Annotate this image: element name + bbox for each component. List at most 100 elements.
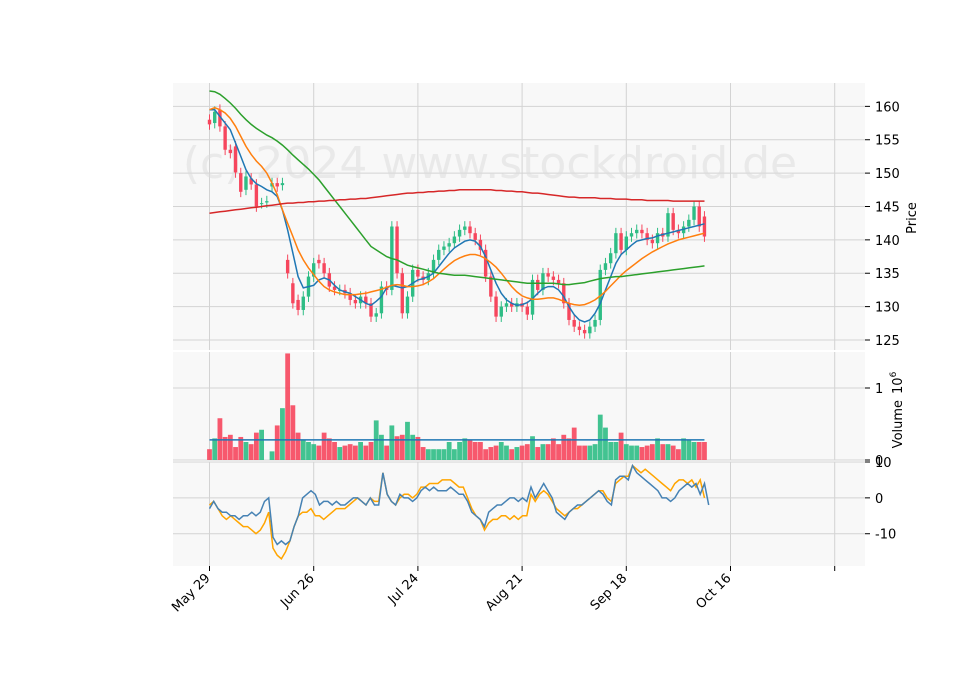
volume-bar — [358, 442, 363, 460]
volume-bar — [212, 438, 218, 460]
volume-bar — [571, 427, 577, 460]
candle-body — [254, 184, 259, 207]
volume-bar — [446, 442, 452, 460]
candle-body — [301, 296, 305, 310]
volume-bar — [405, 421, 410, 460]
volume-bar — [702, 442, 707, 460]
candle-body — [239, 173, 243, 192]
candle-body — [603, 263, 608, 270]
volume-bar — [311, 444, 317, 460]
volume-bar — [686, 439, 692, 460]
volume-bar — [436, 449, 442, 460]
candle-body — [509, 303, 514, 307]
ma-line-0 — [209, 108, 705, 323]
osc-tick-label: -10 — [875, 528, 896, 543]
x-tick-label: Jul 24 — [385, 571, 422, 608]
volume-bar — [321, 432, 327, 460]
candle-body — [207, 119, 212, 125]
volume-bar — [556, 444, 561, 460]
candle-body — [489, 276, 493, 297]
candle-body — [567, 303, 571, 320]
candle-body — [676, 229, 681, 234]
candle-body — [468, 226, 472, 234]
volume-bar — [222, 436, 228, 460]
volume-bar — [577, 445, 582, 460]
volume-bar — [462, 438, 468, 460]
candle-body — [624, 236, 628, 250]
candle-body — [608, 253, 613, 264]
volume-bar — [295, 432, 301, 460]
volume-bar — [582, 445, 588, 460]
volume-bar — [233, 447, 238, 460]
volume-bar — [457, 442, 462, 460]
volume-bar — [660, 444, 666, 460]
candle-body — [259, 203, 264, 205]
osc-tick-label: 0 — [875, 492, 883, 507]
volume-bar — [285, 353, 291, 460]
volume-bar — [280, 408, 285, 460]
x-tick-label: May 29 — [169, 571, 213, 615]
candle-body — [562, 283, 566, 304]
candle-body — [650, 239, 655, 244]
volume-bar — [207, 449, 212, 460]
volume-bar — [592, 444, 598, 460]
volume-bar — [561, 434, 567, 460]
volume-bar — [665, 444, 671, 460]
candle-body — [317, 259, 321, 264]
volume-bar — [498, 442, 504, 460]
volume-bar — [431, 449, 436, 460]
volume-bar — [332, 442, 337, 460]
volume-bar — [629, 445, 634, 460]
x-tick-label: Oct 16 — [693, 571, 734, 612]
volume-bar — [613, 442, 619, 460]
candle-body — [577, 326, 582, 330]
volume-bar — [316, 445, 322, 460]
candle-body — [598, 269, 602, 320]
volume-bar — [488, 447, 494, 460]
candle-body — [296, 299, 300, 310]
volume-bar — [243, 442, 249, 460]
price-tick-label: 130 — [875, 301, 900, 316]
candle-body — [322, 263, 326, 274]
volume-bar — [504, 445, 509, 460]
volume-bar — [519, 445, 525, 460]
volume-bar — [379, 434, 384, 460]
volume-bar — [639, 447, 645, 460]
candle-body — [478, 239, 483, 250]
candle-body — [400, 273, 404, 314]
volume-bar — [566, 438, 572, 460]
volume-bar — [550, 438, 556, 460]
price-axis-title: Price — [905, 202, 920, 234]
volume-bar — [509, 449, 515, 460]
candle-body — [353, 299, 358, 304]
candle-body — [265, 201, 269, 203]
candle-body — [494, 296, 498, 317]
volume-bar — [415, 436, 421, 460]
candle-body — [249, 178, 253, 185]
volume-bar — [696, 442, 702, 460]
volume-tick-label: 0 — [875, 454, 883, 469]
candle-body — [332, 286, 337, 290]
volume-bar — [399, 434, 405, 460]
panel-bg-0 — [173, 83, 865, 350]
volume-bar — [493, 445, 499, 460]
candle-body — [312, 263, 316, 277]
volume-bar — [530, 436, 535, 460]
volume-bar — [269, 451, 275, 460]
candle-body — [687, 219, 691, 227]
volume-bar — [514, 447, 520, 460]
candle-body — [218, 109, 222, 127]
volume-bar — [389, 425, 395, 460]
volume-bar — [483, 449, 489, 460]
volume-bar — [603, 427, 608, 460]
candle-body — [499, 306, 503, 317]
volume-axis-exponent: 6 — [889, 371, 899, 377]
candle-body — [442, 246, 446, 250]
volume-bar — [227, 434, 233, 460]
volume-bar — [410, 434, 416, 460]
price-tick-label: 155 — [875, 134, 900, 149]
x-tick-label: Jun 26 — [277, 571, 317, 611]
volume-bar — [478, 442, 483, 460]
candle-body — [645, 233, 649, 240]
candle-body — [504, 303, 509, 307]
